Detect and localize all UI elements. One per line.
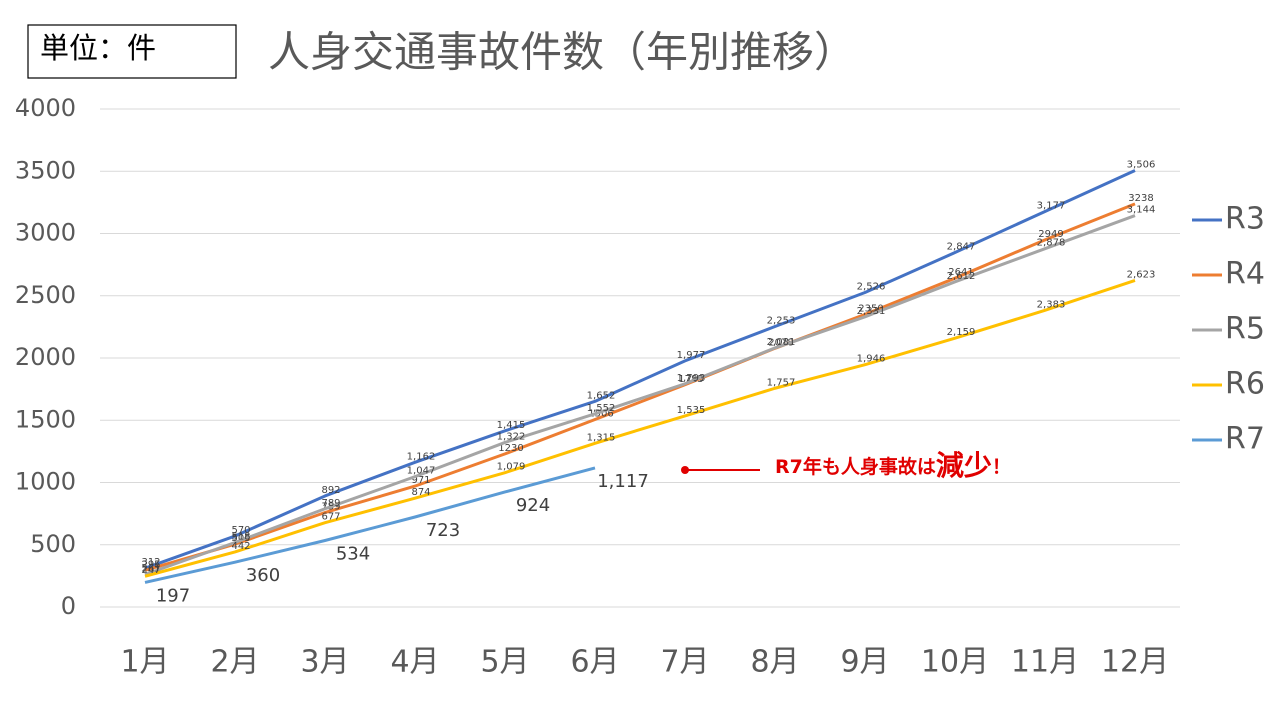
x-tick-label: 3月 xyxy=(300,645,349,680)
data-label: 442 xyxy=(231,541,250,552)
data-label: 261 xyxy=(141,564,160,575)
x-tick-label: 5月 xyxy=(480,645,529,680)
data-label: 1,322 xyxy=(497,431,526,442)
data-label: 1785 xyxy=(678,374,703,385)
data-label: 1,652 xyxy=(587,390,616,401)
y-tick-label: 4000 xyxy=(15,94,76,122)
y-tick-label: 1000 xyxy=(15,468,76,496)
data-label: 312 xyxy=(141,557,160,568)
data-label: 2,878 xyxy=(1037,238,1066,249)
annotation: R7年も人身事故は減少！ xyxy=(775,449,1011,482)
data-label: 2,847 xyxy=(947,242,976,253)
unit-label: 単位：件 xyxy=(40,31,156,65)
annotation-part: 減少 xyxy=(936,449,992,482)
legend-label: R5 xyxy=(1225,312,1265,347)
data-label: 570 xyxy=(231,525,250,536)
data-label: 1,946 xyxy=(857,354,886,365)
y-tick-label: 0 xyxy=(61,592,76,620)
data-label: 360 xyxy=(246,565,280,586)
x-tick-label: 2月 xyxy=(210,645,259,680)
data-label: 1,793 xyxy=(677,373,706,384)
legend-label: R4 xyxy=(1225,257,1265,292)
x-tick-label: 6月 xyxy=(570,645,619,680)
series-line xyxy=(144,202,1136,572)
data-label: 3,506 xyxy=(1127,160,1156,171)
series-line xyxy=(144,279,1136,578)
y-tick-label: 500 xyxy=(30,530,76,558)
y-tick-label: 3500 xyxy=(15,156,76,184)
data-label: 2,331 xyxy=(857,306,886,317)
data-label: 2,612 xyxy=(947,271,976,282)
data-label: 924 xyxy=(516,495,550,516)
data-label: 505 xyxy=(231,533,250,544)
x-tick-label: 11月 xyxy=(1011,645,1079,680)
data-label: 247 xyxy=(141,565,160,576)
data-label: 1,315 xyxy=(587,432,616,443)
data-label: 1,162 xyxy=(407,451,436,462)
series-line xyxy=(144,214,1136,576)
data-label: 1,047 xyxy=(407,466,436,477)
y-tick-label: 2500 xyxy=(15,281,76,309)
series-line xyxy=(144,466,596,584)
data-label: 197 xyxy=(156,585,190,606)
data-label: 2350 xyxy=(858,303,883,314)
data-label: 789 xyxy=(321,498,340,509)
data-label: 2,383 xyxy=(1037,299,1066,310)
data-label: 1,757 xyxy=(767,377,796,388)
data-label: 971 xyxy=(411,475,430,486)
data-label: 3238 xyxy=(1128,193,1153,204)
y-tick-label: 3000 xyxy=(15,219,76,247)
y-tick-label: 1500 xyxy=(15,405,76,433)
data-label: 892 xyxy=(321,485,340,496)
data-label: 3,177 xyxy=(1037,200,1066,211)
x-tick-label: 10月 xyxy=(921,645,989,680)
chart-title: 人身交通事故件数（年別推移） xyxy=(268,28,856,77)
annotation-part: ！ xyxy=(992,456,1011,478)
data-label: 874 xyxy=(411,487,430,498)
x-tick-label: 12月 xyxy=(1101,645,1169,680)
x-tick-label: 7月 xyxy=(660,645,709,680)
data-label: 723 xyxy=(426,520,460,541)
data-label: 295 xyxy=(141,559,160,570)
legend-label: R3 xyxy=(1225,202,1265,237)
data-label: 1,535 xyxy=(677,405,706,416)
data-label: 1230 xyxy=(498,443,523,454)
data-label: 1,117 xyxy=(597,471,649,492)
data-label: 2,081 xyxy=(767,337,796,348)
x-tick-label: 4月 xyxy=(390,645,439,680)
data-label: 1,977 xyxy=(677,350,706,361)
data-label: 677 xyxy=(321,512,340,523)
data-label: 534 xyxy=(336,544,370,565)
unit-box xyxy=(27,24,237,79)
legend-label: R6 xyxy=(1225,367,1265,402)
data-label: 3,144 xyxy=(1127,205,1156,216)
legend-label: R7 xyxy=(1225,422,1265,457)
x-tick-label: 9月 xyxy=(840,645,889,680)
x-tick-label: 1月 xyxy=(120,645,169,680)
data-label: 2,623 xyxy=(1127,269,1156,280)
data-label: 2078 xyxy=(768,337,793,348)
data-label: 518 xyxy=(231,532,250,543)
data-label: 1,552 xyxy=(587,403,616,414)
data-label: 2,159 xyxy=(947,327,976,338)
x-tick-label: 8月 xyxy=(750,645,799,680)
annotation-part: R7年も人身事故は xyxy=(775,455,936,478)
series-line xyxy=(144,169,1136,570)
data-label: 2,526 xyxy=(857,282,886,293)
y-tick-label: 2000 xyxy=(15,343,76,371)
data-label: 1,079 xyxy=(497,462,526,473)
data-label: 1506 xyxy=(588,409,613,420)
data-label: 2,253 xyxy=(767,316,796,327)
data-label: 2641 xyxy=(948,267,973,278)
data-label: 2949 xyxy=(1038,229,1063,240)
data-label: 1,415 xyxy=(497,420,526,431)
